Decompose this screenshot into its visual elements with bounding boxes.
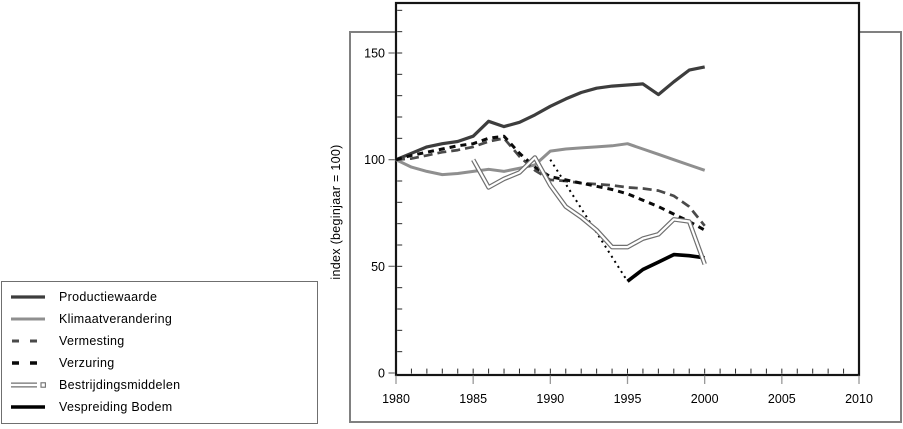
legend-sample-outline-line-icon bbox=[11, 381, 46, 388]
legend-item-bestrijdingsmiddelen: Bestrijdingsmiddelen bbox=[10, 377, 311, 392]
y-tick-label: 150 bbox=[364, 47, 385, 61]
y-tick-label: 100 bbox=[364, 153, 385, 167]
legend-item-verzuring: Verzuring bbox=[10, 355, 311, 370]
legend-label: Vermesting bbox=[59, 333, 125, 348]
legend-label: Klimaatverandering bbox=[59, 311, 173, 326]
legend-sample-line-icon bbox=[11, 404, 45, 409]
axis-ticks: 1980 1985 1990 1995 2000 2005 2010 0 50 100 150 bbox=[364, 9, 873, 406]
legend-sample-dashed-line-icon bbox=[12, 338, 40, 343]
legend-label: Bestrijdingsmiddelen bbox=[59, 377, 181, 392]
legend-label: Vespreiding Bodem bbox=[59, 399, 173, 414]
y-tick-label: 50 bbox=[371, 260, 385, 274]
x-tick-label: 2005 bbox=[768, 392, 796, 406]
x-tick-label: 1990 bbox=[536, 392, 564, 406]
y-axis-title: index (beginjaar = 100) bbox=[329, 144, 343, 279]
plot-box bbox=[394, 1, 861, 377]
legend-sample-line-icon bbox=[11, 294, 45, 299]
x-tick-label: 2000 bbox=[691, 392, 719, 406]
x-tick-label: 2010 bbox=[845, 392, 873, 406]
legend-label: Productiewaarde bbox=[59, 289, 158, 304]
legend: Productiewaarde Klimaatverandering Verme… bbox=[1, 281, 318, 424]
legend-sample-line-icon bbox=[11, 317, 45, 320]
legend-item-vermesting: Vermesting bbox=[10, 333, 311, 348]
legend-item-klimaatverandering: Klimaatverandering bbox=[10, 311, 311, 326]
x-tick-label: 1995 bbox=[614, 392, 642, 406]
legend-label: Verzuring bbox=[59, 355, 115, 370]
x-tick-label: 1980 bbox=[382, 392, 410, 406]
legend-sample-dashed-line-icon bbox=[12, 360, 40, 365]
legend-item-vespreiding-bodem: Vespreiding Bodem bbox=[10, 399, 311, 414]
x-tick-label: 1985 bbox=[459, 392, 487, 406]
y-tick-label: 0 bbox=[378, 367, 385, 381]
chart-series bbox=[395, 65, 707, 283]
legend-item-productiewaarde: Productiewaarde bbox=[10, 289, 311, 304]
